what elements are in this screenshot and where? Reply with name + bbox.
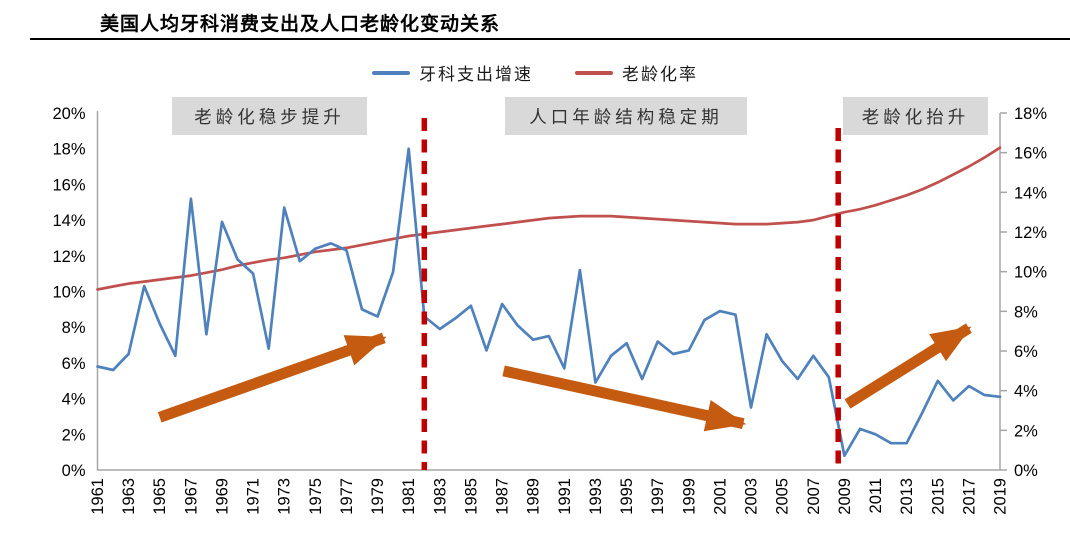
legend-label: 牙科支出增速 bbox=[419, 65, 533, 84]
svg-text:20%: 20% bbox=[52, 105, 85, 123]
svg-text:2005: 2005 bbox=[774, 478, 792, 515]
svg-text:18%: 18% bbox=[1014, 105, 1047, 123]
svg-text:8%: 8% bbox=[1014, 303, 1038, 321]
svg-text:1987: 1987 bbox=[494, 478, 512, 515]
legend-item-aging-rate: 老龄化率 bbox=[575, 60, 698, 85]
annotation-phase-3: 老龄化抬升 bbox=[843, 97, 988, 135]
svg-text:1977: 1977 bbox=[338, 478, 356, 515]
svg-text:0%: 0% bbox=[1014, 462, 1038, 480]
svg-text:6%: 6% bbox=[62, 355, 86, 373]
title-rule bbox=[30, 38, 1070, 40]
svg-text:2011: 2011 bbox=[867, 478, 885, 513]
svg-text:2007: 2007 bbox=[805, 478, 823, 515]
svg-text:1961: 1961 bbox=[89, 478, 107, 515]
svg-text:1991: 1991 bbox=[556, 478, 574, 515]
svg-text:16%: 16% bbox=[1014, 145, 1047, 163]
svg-text:1963: 1963 bbox=[120, 478, 138, 515]
svg-text:2003: 2003 bbox=[743, 478, 761, 515]
svg-text:1969: 1969 bbox=[214, 478, 232, 515]
svg-text:1967: 1967 bbox=[182, 478, 200, 515]
svg-text:0%: 0% bbox=[62, 462, 86, 480]
legend-item-dental-growth: 牙科支出增速 bbox=[372, 60, 533, 85]
legend-line-swatch-red bbox=[575, 70, 613, 75]
svg-text:18%: 18% bbox=[52, 141, 85, 159]
svg-text:2013: 2013 bbox=[898, 478, 916, 515]
svg-text:1985: 1985 bbox=[462, 478, 480, 515]
svg-text:10%: 10% bbox=[1014, 264, 1047, 282]
svg-text:1989: 1989 bbox=[525, 478, 543, 515]
annotation-phase-1: 老龄化稳步提升 bbox=[172, 97, 367, 135]
svg-text:2015: 2015 bbox=[929, 478, 947, 515]
chart-legend: 牙科支出增速 老龄化率 bbox=[0, 60, 1070, 85]
svg-text:2019: 2019 bbox=[992, 478, 1010, 515]
legend-line-swatch-blue bbox=[372, 70, 410, 75]
svg-text:2009: 2009 bbox=[836, 478, 854, 515]
svg-text:1993: 1993 bbox=[587, 478, 605, 515]
svg-text:1965: 1965 bbox=[151, 478, 169, 515]
svg-text:6%: 6% bbox=[1014, 343, 1038, 361]
svg-text:14%: 14% bbox=[52, 212, 85, 230]
svg-text:1999: 1999 bbox=[680, 478, 698, 515]
svg-text:2%: 2% bbox=[62, 426, 86, 444]
legend-label: 老龄化率 bbox=[622, 65, 698, 84]
svg-text:1971: 1971 bbox=[245, 478, 263, 515]
svg-text:8%: 8% bbox=[62, 319, 86, 337]
svg-text:4%: 4% bbox=[62, 391, 86, 409]
svg-text:1995: 1995 bbox=[618, 478, 636, 515]
svg-text:1975: 1975 bbox=[307, 478, 325, 515]
svg-text:1979: 1979 bbox=[369, 478, 387, 515]
svg-text:1981: 1981 bbox=[400, 478, 418, 515]
svg-text:12%: 12% bbox=[52, 248, 85, 266]
svg-text:2017: 2017 bbox=[960, 478, 978, 515]
svg-text:1983: 1983 bbox=[431, 478, 449, 515]
svg-text:2001: 2001 bbox=[711, 478, 729, 515]
page-title: 美国人均牙科消费支出及人口老龄化变动关系 bbox=[100, 13, 501, 35]
svg-text:12%: 12% bbox=[1014, 224, 1047, 242]
svg-text:16%: 16% bbox=[52, 176, 85, 194]
svg-text:4%: 4% bbox=[1014, 383, 1038, 401]
svg-text:2%: 2% bbox=[1014, 422, 1038, 440]
svg-text:1973: 1973 bbox=[276, 478, 294, 515]
svg-text:1997: 1997 bbox=[649, 478, 667, 515]
svg-text:10%: 10% bbox=[52, 284, 85, 302]
svg-text:14%: 14% bbox=[1014, 184, 1047, 202]
annotation-phase-2: 人口年龄结构稳定期 bbox=[505, 97, 747, 135]
